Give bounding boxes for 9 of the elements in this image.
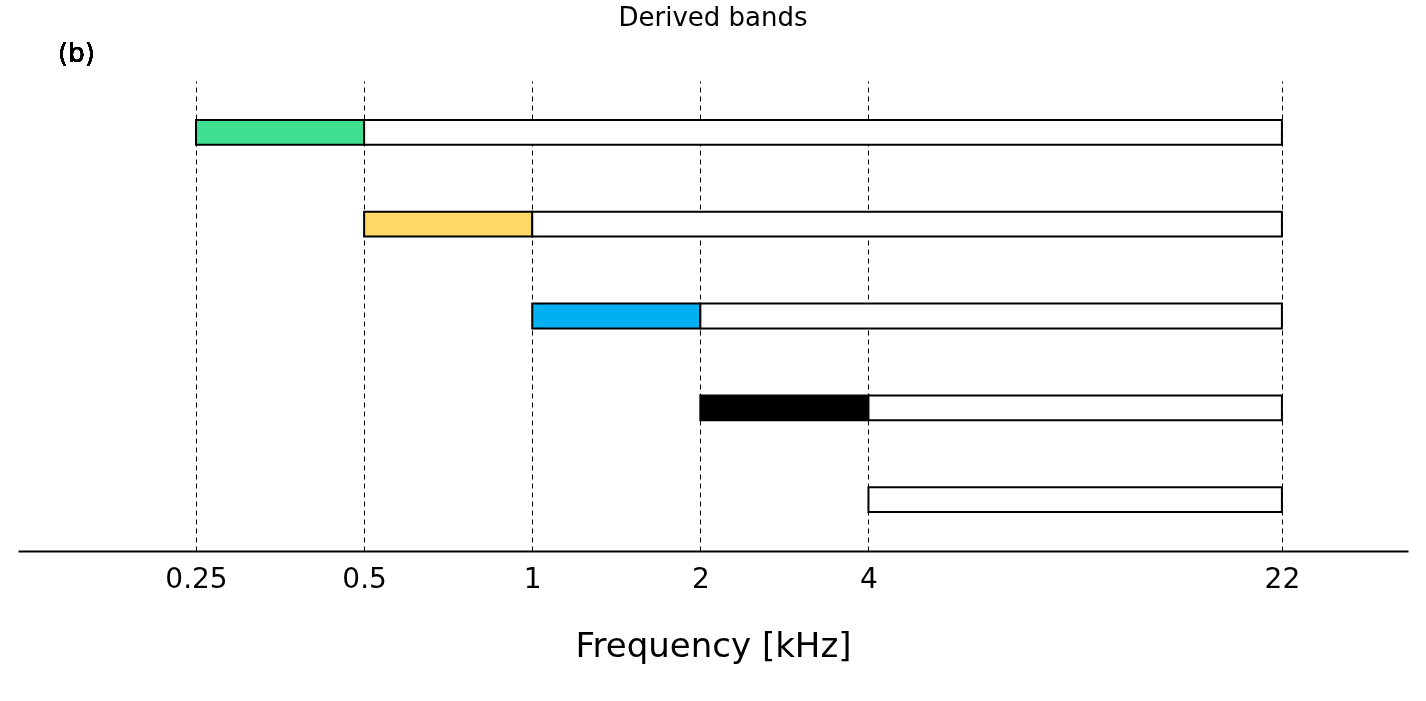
x-tick-label: 0.5 [342,561,387,595]
x-axis-title: Frequency [kHz] [575,624,852,665]
x-tick-label: 1 [523,561,542,595]
x-tick-label: 22 [1264,561,1301,595]
text: (b) [58,38,95,68]
x-tick-label: 4 [860,561,878,595]
x-tick-label: 0.25 [165,561,228,595]
chart-title: Derived bands [618,2,808,32]
x-tick-label: 2 [691,561,710,595]
